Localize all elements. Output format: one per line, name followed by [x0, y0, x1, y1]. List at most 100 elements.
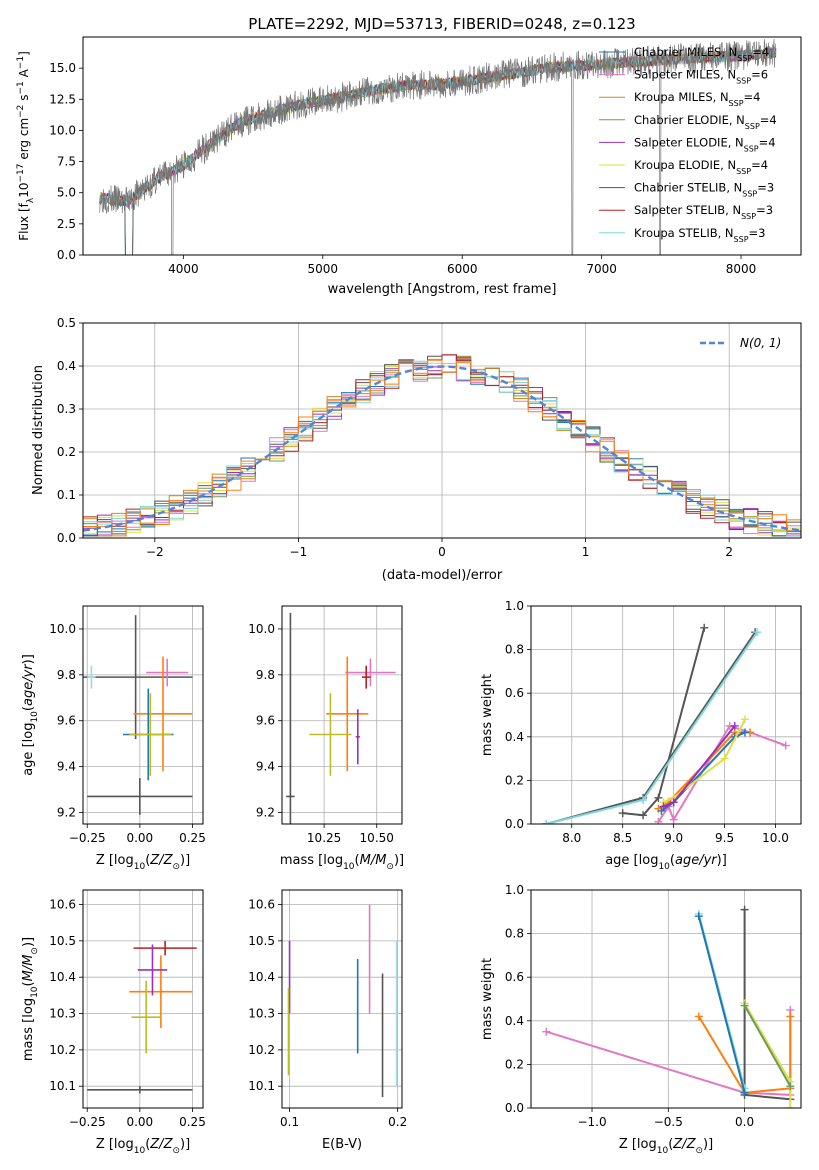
y-tick-label: 0.3: [57, 402, 76, 416]
y-tick-label: 0.2: [505, 1057, 524, 1071]
x-tick-label: −0.25: [69, 1115, 106, 1129]
error-bars: [287, 904, 398, 1098]
label-part: (: [21, 981, 36, 986]
axes-frame: [82, 36, 802, 256]
weight-marker: [669, 815, 678, 824]
y-tick-label: 9.6: [57, 714, 76, 728]
x-axis-label: Z [log10(Z/Z⊙)]: [96, 853, 190, 872]
weight-marker: [542, 820, 551, 824]
legend-entry: Salpeter MILES, NSSP=6: [634, 68, 768, 86]
y-tick-label: 10.6: [248, 898, 275, 912]
weight-marker: [786, 1012, 795, 1021]
histograms: [83, 354, 801, 537]
label-part: 10: [134, 1146, 146, 1156]
label-part: Flux [f: [17, 202, 31, 240]
weight-line: [743, 1005, 792, 1087]
y-tick-label: 0.2: [505, 773, 524, 787]
y-tick-label: 10.6: [49, 898, 76, 912]
legend-sub: SSP: [742, 189, 757, 198]
label-part: Z [log: [96, 853, 134, 868]
weight-marker: [740, 1088, 749, 1097]
axes-frame: [281, 889, 403, 1109]
legend-name: Chabrier STELIB, N: [634, 181, 742, 195]
label-part: ]: [17, 51, 31, 56]
y-tick-label: 9.8: [256, 668, 275, 682]
legend-entry: Kroupa STELIB, NSSP=3: [634, 226, 765, 244]
y-tick-label: 0.4: [57, 359, 76, 373]
y-axis-label: Flux [fλ10−17 erg cm−2 s−1 A−1]: [16, 51, 36, 241]
spectrum-panel: 4000 5000 6000 7000 8000 0.0 2.5 5.0 7.5 10.0 12.5…: [16, 36, 802, 297]
legend-sub: SSP: [741, 212, 756, 221]
y-tick-label: 5.0: [57, 186, 76, 200]
x-tick-label: 10.50: [360, 831, 394, 845]
label-part: ⊙: [386, 862, 394, 872]
y-tick-label: 9.4: [256, 760, 275, 774]
label-part: −17: [16, 164, 26, 183]
y-tick-label: 10.1: [49, 1079, 76, 1093]
label-part: 10: [17, 183, 31, 198]
y-tick-label: 0.0: [57, 248, 76, 262]
label-part: 10: [30, 986, 40, 998]
legend-count: =4: [752, 45, 769, 59]
label-part: age/yr: [21, 663, 36, 706]
weight-vs-age-panel: 8.0 8.5 9.0 9.5 10.0 0.0 0.2 0.4 0.6 0.8 1.0 age [l…: [480, 599, 802, 872]
weight-marker: [654, 817, 663, 824]
x-tick-label: −0.5: [654, 1115, 683, 1129]
y-tick-label: 0.6: [505, 970, 524, 984]
legend-count: =4: [751, 158, 768, 172]
y-tick-label: 9.4: [57, 760, 76, 774]
x-axis-label: age [log10(age/yr)]: [605, 853, 727, 872]
x-tick-label: 0.25: [179, 1115, 206, 1129]
label-part: 10: [343, 862, 355, 872]
x-tick-label: 0: [438, 545, 446, 559]
y-tick-label: 10.3: [49, 1007, 76, 1021]
label-part: ⊙: [172, 1146, 180, 1156]
x-tick-label: 4000: [168, 262, 199, 276]
x-axis-label: (data-model)/error: [382, 568, 503, 583]
legend-name: Salpeter STELIB, N: [634, 203, 741, 217]
label-part: mass [log: [21, 998, 36, 1061]
error-bars: [83, 615, 193, 815]
axes-frame: [530, 889, 802, 1109]
weight-marker: [618, 809, 627, 818]
x-tick-label: 0.25: [179, 831, 206, 845]
axes-frame: [530, 605, 802, 825]
weight-marker: [669, 798, 678, 807]
x-axis-label: wavelength [Angstrom, rest frame]: [328, 282, 557, 297]
label-part: −1: [16, 56, 26, 69]
legend-entry: Chabrier STELIB, NSSP=3: [634, 181, 774, 199]
legend-sub: SSP: [736, 76, 751, 85]
label-part: ⊙: [30, 947, 40, 955]
legend-name: Kroupa MILES, N: [634, 90, 729, 104]
legend-sub: SSP: [745, 121, 760, 130]
weight-line: [622, 627, 706, 817]
weight-marker: [720, 754, 729, 763]
label-part: (: [670, 853, 675, 868]
weight-marker: [786, 1104, 795, 1108]
axes-frame: [281, 605, 403, 825]
weight-line: [546, 631, 757, 824]
x-tick-label: 8.0: [562, 831, 581, 845]
legend-name: Salpeter MILES, N: [634, 68, 736, 82]
label-part: (: [668, 1137, 673, 1152]
label-part: (: [145, 1137, 150, 1152]
legend-entry: Kroupa ELODIE, NSSP=4: [634, 158, 768, 176]
legend-entry: Chabrier MILES, NSSP=4: [634, 45, 769, 63]
label-part: 10: [658, 862, 670, 872]
x-tick-label: 9.5: [715, 831, 734, 845]
x-axis-label: Z [log10(Z/Z⊙)]: [619, 1137, 713, 1156]
weight-marker: [740, 1001, 749, 1010]
legend-sub: SSP: [737, 54, 752, 63]
label-part: λ: [26, 197, 36, 203]
legend-entry: Salpeter STELIB, NSSP=3: [634, 203, 773, 221]
mass-vs-ebv-panel: 0.1 0.2 10.1 10.2 10.3 10.4 10.5 10.6 E(B-V): [248, 889, 407, 1152]
y-tick-label: 10.5: [248, 934, 275, 948]
weight-marker: [639, 796, 648, 805]
axes-frame: [82, 889, 204, 1109]
figure-title: PLATE=2292, MJD=53713, FIBERID=0248, z=0…: [248, 15, 635, 33]
legend-count: =3: [757, 181, 774, 195]
weight-marker: [786, 1082, 795, 1091]
axes-frame: [82, 322, 802, 539]
y-axis-label: age [log10(age/yr)]: [21, 654, 40, 776]
